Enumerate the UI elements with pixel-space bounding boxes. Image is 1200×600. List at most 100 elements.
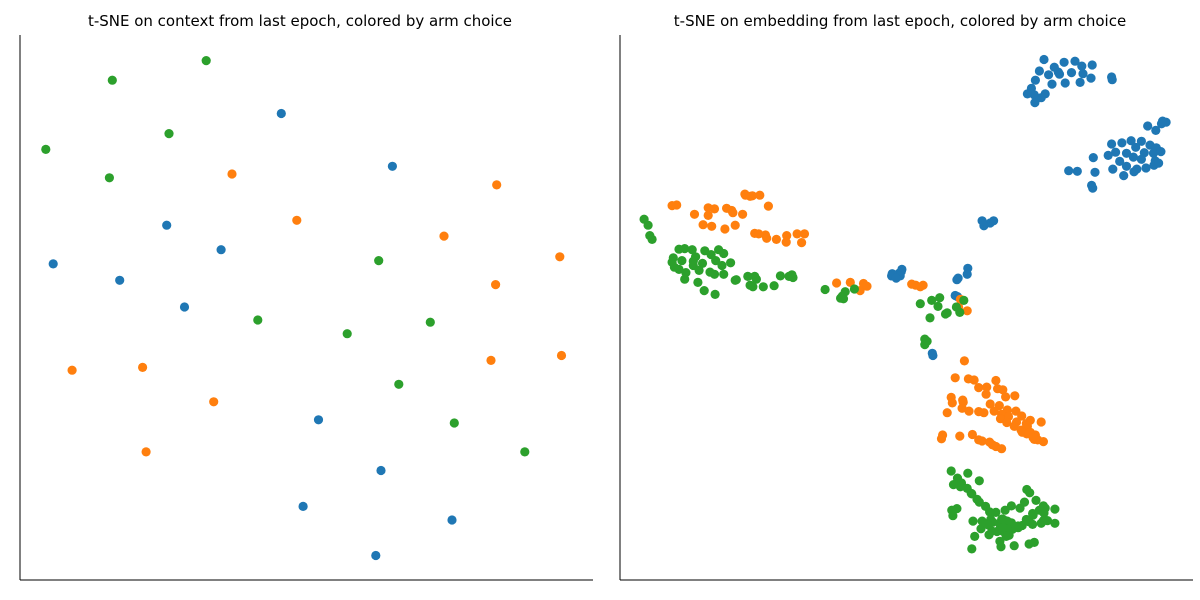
data-point <box>959 295 969 305</box>
data-point <box>797 238 807 248</box>
data-point <box>998 385 1008 395</box>
data-point <box>775 271 785 281</box>
data-point <box>755 190 765 200</box>
data-point <box>711 256 721 266</box>
data-point <box>998 523 1008 533</box>
data-point <box>1000 505 1010 515</box>
data-point <box>730 220 740 230</box>
data-point <box>1121 148 1132 158</box>
data-point <box>754 229 764 239</box>
data-point <box>968 516 978 526</box>
data-point <box>1078 69 1088 79</box>
data-point <box>845 277 855 287</box>
data-point <box>970 531 980 542</box>
data-point <box>989 406 999 416</box>
data-point <box>862 281 872 291</box>
data-point <box>1088 183 1098 193</box>
data-point <box>162 220 172 230</box>
data-point <box>394 379 404 389</box>
data-point <box>719 269 729 279</box>
data-point <box>1143 121 1153 131</box>
data-point <box>962 269 972 279</box>
data-point <box>1077 61 1087 71</box>
data-point <box>556 350 567 361</box>
data-point <box>963 468 973 478</box>
data-point <box>1015 503 1025 513</box>
data-point <box>1072 166 1082 176</box>
data-point <box>1136 136 1146 146</box>
data-point <box>209 397 219 407</box>
data-point <box>709 269 720 279</box>
data-point <box>1022 89 1032 99</box>
data-point <box>1121 161 1132 171</box>
data-point <box>985 399 995 409</box>
data-point <box>769 281 779 291</box>
data-point <box>141 447 151 457</box>
data-point <box>1103 150 1113 160</box>
data-point <box>925 313 935 323</box>
left-chart-title: t-SNE on context from last epoch, colore… <box>87 12 513 30</box>
data-point <box>947 505 957 515</box>
data-point <box>703 210 713 220</box>
data-point <box>977 436 987 446</box>
data-point <box>935 293 945 303</box>
data-point <box>313 415 324 425</box>
data-point <box>750 271 760 281</box>
data-point <box>1086 73 1096 83</box>
data-point <box>1111 147 1121 157</box>
data-point <box>687 245 697 255</box>
data-point <box>1088 153 1098 163</box>
data-point <box>643 220 653 230</box>
data-point <box>987 526 997 536</box>
data-point <box>298 501 308 511</box>
data-point <box>1059 57 1069 67</box>
left-chart-panel: t-SNE on context from last epoch, colore… <box>19 12 593 581</box>
data-point <box>227 169 237 179</box>
data-point <box>820 284 830 295</box>
data-point <box>1011 522 1022 532</box>
right-chart-panel: t-SNE on embedding from last epoch, colo… <box>600 0 1200 600</box>
data-point <box>1141 163 1151 173</box>
data-point <box>1036 417 1046 427</box>
data-point <box>1010 391 1020 401</box>
data-point <box>693 277 703 287</box>
data-point <box>1022 484 1032 495</box>
data-point <box>1136 154 1146 164</box>
data-point <box>998 514 1008 525</box>
data-point <box>959 356 969 366</box>
data-point <box>907 279 917 289</box>
data-point <box>1053 67 1063 77</box>
data-point <box>67 365 77 375</box>
data-point <box>969 375 979 385</box>
data-point <box>674 264 684 274</box>
data-point <box>709 204 720 214</box>
data-point <box>989 216 999 226</box>
data-point <box>680 274 690 284</box>
data-point <box>699 286 709 296</box>
data-point <box>1002 417 1012 428</box>
data-point <box>371 550 381 561</box>
data-point <box>763 201 773 211</box>
data-point <box>1028 508 1038 519</box>
data-point <box>997 444 1007 454</box>
data-point <box>1028 433 1038 443</box>
data-point <box>771 234 781 244</box>
data-point <box>1021 514 1031 525</box>
data-point <box>492 180 502 190</box>
data-point <box>740 190 751 200</box>
data-point <box>486 355 496 365</box>
data-point <box>115 275 125 285</box>
data-point <box>1064 166 1074 176</box>
data-point <box>1009 421 1019 431</box>
data-point <box>832 278 842 288</box>
data-point <box>1119 171 1129 181</box>
data-point <box>698 220 708 230</box>
data-point <box>677 256 687 266</box>
data-point <box>1029 90 1039 100</box>
data-point <box>1009 541 1019 551</box>
data-point <box>995 536 1005 546</box>
data-point <box>1047 79 1057 89</box>
data-point <box>201 56 211 66</box>
data-point <box>952 275 962 285</box>
data-point <box>891 273 901 283</box>
